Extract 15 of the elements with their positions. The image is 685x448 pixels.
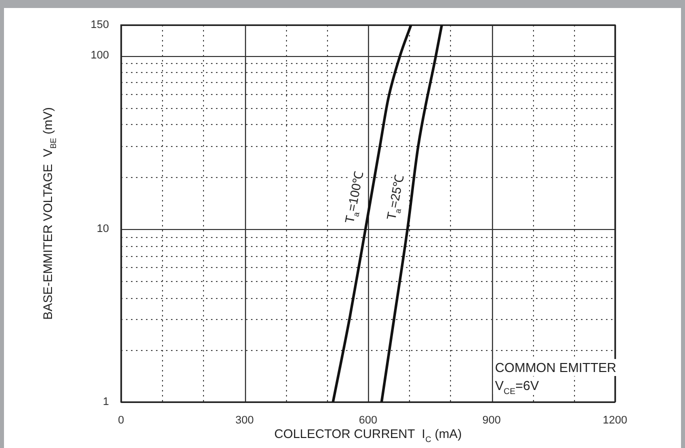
line-series	[332, 25, 412, 402]
y-tick-label: 10	[96, 222, 109, 235]
annotation: COMMON EMITTER	[495, 360, 616, 375]
y-tick-label: 100	[90, 50, 109, 62]
y-axis-title: BASE-EMMITER VOLTAGE VBE (mV)	[41, 107, 58, 320]
y-tick-label: 1	[102, 396, 109, 408]
x-tick-label: 900	[482, 414, 501, 427]
x-tick-label: 0	[118, 414, 124, 427]
x-tick-label: 300	[235, 414, 254, 427]
y-tick-label: 150	[90, 19, 109, 32]
line-series	[380, 25, 443, 402]
annotation: Ta=25℃	[384, 172, 407, 222]
x-tick-label: 1200	[602, 414, 628, 427]
annotation: Ta=100℃	[342, 170, 366, 224]
x-tick-label: 600	[358, 414, 378, 427]
